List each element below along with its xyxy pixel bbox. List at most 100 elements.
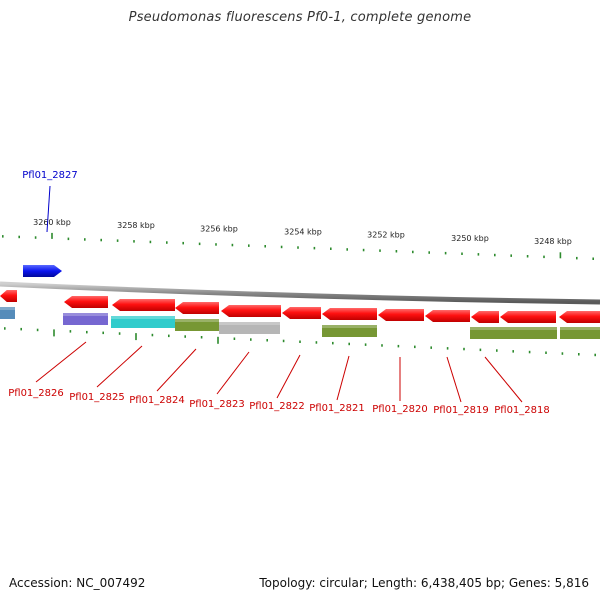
minor-tick [330,247,332,250]
gene-label: Pfl01_2824 [129,395,185,406]
minor-tick [36,328,39,332]
cog-feature [63,313,108,325]
minor-tick [512,350,514,353]
gene-arrow [425,310,470,322]
gene-label: Pfl01_2818 [494,405,550,416]
minor-tick [510,254,512,257]
minor-tick [20,327,22,331]
minor-tick [264,245,266,248]
minor-tick [151,333,154,337]
tick-label: 3256 kbp [200,224,238,233]
minor-tick [133,240,135,243]
minor-tick [166,241,168,244]
minor-tick [477,253,480,256]
minor-tick [233,337,236,340]
cog-feature [0,307,15,319]
tick-label: 3260 kbp [33,218,71,227]
minor-tick [18,235,20,239]
label-leader-line [96,345,143,388]
gene-label: Pfl01_2821 [309,403,365,414]
minor-tick [362,248,365,252]
gene-arrow [322,308,377,320]
minor-tick [215,243,217,246]
minor-tick [561,352,564,355]
tick-label: 3252 kbp [367,231,405,240]
cog-feature [560,327,600,339]
minor-tick [2,235,4,238]
minor-tick [118,332,121,335]
cog-feature [219,322,280,334]
gene-label: Pfl01_2827 [22,170,78,181]
gene-label: Pfl01_2819 [433,405,489,416]
cog-highlight [175,319,219,322]
gene-arrow [64,296,108,308]
minor-tick [280,245,283,249]
label-leader-line [484,356,523,403]
gene-arrow [23,265,62,277]
minor-tick [528,350,531,354]
label-leader-line [216,351,250,395]
tick-label: 3248 kbp [534,237,572,246]
minor-tick [84,238,86,241]
gene-label: Pfl01_2822 [249,401,305,412]
gene-arrow [559,311,600,323]
cog-highlight [111,316,175,319]
minor-tick [332,341,334,345]
gene-arrow [0,290,17,302]
gene-ring [0,265,600,323]
minor-tick [414,345,416,349]
minor-tick [313,246,316,250]
minor-tick [428,251,430,254]
minor-tick [446,347,449,350]
minor-tick [381,344,383,347]
minor-tick [200,336,203,339]
minor-tick [266,339,268,342]
minor-tick [4,327,6,330]
gene-arrow [282,307,321,319]
minor-tick [348,342,350,346]
cog-highlight [500,327,557,330]
minor-tick [594,353,596,357]
minor-tick [395,250,398,253]
gene-label: Pfl01_2820 [372,404,428,415]
gene-arrow [112,299,175,311]
minor-tick [430,346,432,349]
cog-highlight [322,325,377,328]
minor-tick [412,250,414,254]
cog-highlight [0,307,15,310]
major-tick [135,333,137,341]
label-leader-line [35,341,87,383]
cog-highlight [219,322,280,325]
minor-tick [67,237,70,241]
cog-feature [175,319,219,331]
tick-label: 3254 kbp [284,228,322,237]
cog-ring [0,307,600,339]
minor-tick [545,351,547,354]
tick-label: 3250 kbp [451,234,489,243]
major-tick [51,232,53,239]
minor-tick [86,330,88,334]
minor-tick [184,335,186,338]
major-tick [559,252,562,259]
minor-tick [494,253,496,257]
cog-highlight [560,327,600,330]
minor-tick [231,243,234,247]
gene-labels: Pfl01_2827 Pfl01_2826 Pfl01_2825 Pfl01_2824… [8,170,550,416]
major-tick [217,336,219,344]
genome-summary-text: Topology: circular; Length: 6,438,405 bp… [259,576,589,590]
label-leader-line [46,185,51,233]
minor-tick [182,241,184,245]
label-leader-line [336,355,350,401]
cog-highlight [63,313,108,316]
cog-feature [322,325,377,337]
gene-arrow [175,302,219,314]
minor-tick [198,242,201,246]
minor-tick [543,255,545,259]
map-title: Pseudomonas fluorescens Pf0-1, complete … [128,10,472,25]
gene-arrow [221,305,281,317]
minor-tick [69,330,72,333]
cog-feature [111,316,175,328]
minor-tick [297,246,299,249]
minor-tick [479,348,482,352]
